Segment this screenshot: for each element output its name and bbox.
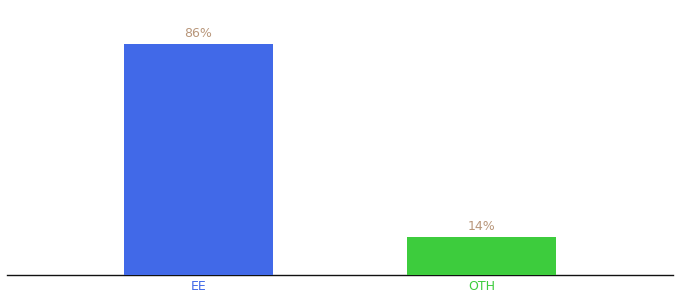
Bar [407,237,556,274]
Text: 86%: 86% [184,27,212,40]
Text: 14%: 14% [468,220,496,233]
Bar [124,44,273,274]
